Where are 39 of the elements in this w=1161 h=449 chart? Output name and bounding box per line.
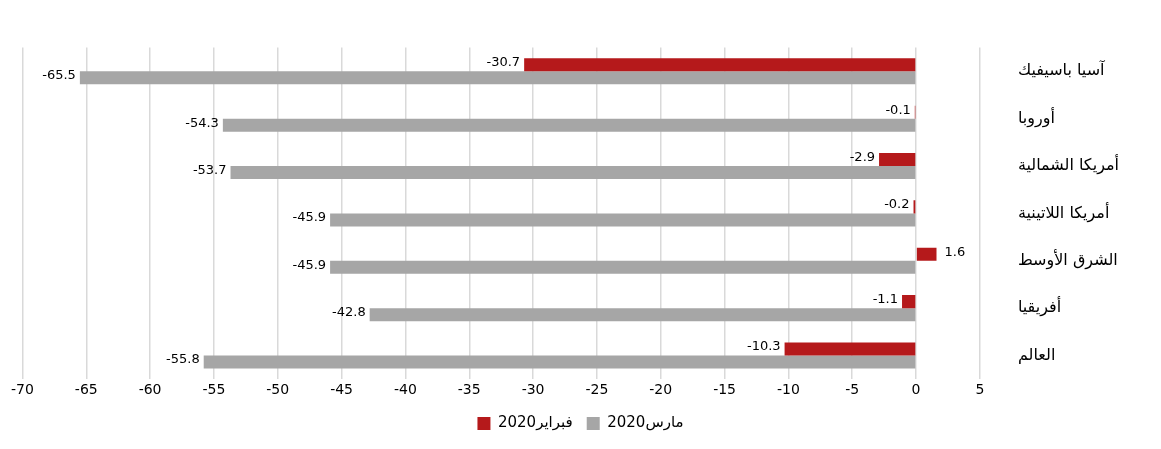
data-label: -45.9 <box>292 256 327 272</box>
x-tick-label: -65 <box>74 381 98 398</box>
x-tick-label: -10 <box>776 381 800 398</box>
data-label: -55.8 <box>166 351 200 367</box>
x-tick-label: -20 <box>649 381 673 398</box>
x-tick-label: -40 <box>393 381 417 398</box>
x-tick-label: 5 <box>975 381 985 398</box>
legend-label: فبراير2020 <box>497 413 573 432</box>
legend-label: مارس2020 <box>607 413 684 432</box>
x-tick-label: -70 <box>11 381 34 398</box>
data-label: 1.6 <box>944 243 966 259</box>
x-tick-label: -50 <box>266 381 290 398</box>
data-label: -0.2 <box>884 196 910 212</box>
x-tick-label: 0 <box>911 381 921 398</box>
data-label: -54.3 <box>185 114 219 130</box>
y-tick-label: أمريكا الشمالية <box>1017 154 1119 176</box>
x-tick-label: -15 <box>713 381 737 398</box>
y-tick-label: أمريكا اللاتينية <box>1017 201 1110 223</box>
x-tick-label: -60 <box>138 381 162 398</box>
data-label: -2.9 <box>849 148 876 164</box>
data-label: -30.7 <box>486 54 521 70</box>
x-tick-label: -55 <box>202 381 226 398</box>
data-label: -53.7 <box>192 161 227 177</box>
x-tick-label: -45 <box>330 381 354 398</box>
y-tick-label: الشرق الأوسط <box>1017 248 1118 270</box>
data-label: -65.5 <box>42 67 76 83</box>
data-label: -42.8 <box>332 304 366 320</box>
data-label: -10.3 <box>746 338 781 354</box>
data-label: -45.9 <box>292 209 327 225</box>
data-label: -1.1 <box>872 291 899 306</box>
x-tick-label: -30 <box>521 381 545 398</box>
y-tick-label: العالم <box>1017 344 1056 364</box>
x-tick-label: -35 <box>457 381 481 398</box>
data-label: -0.1 <box>885 101 911 117</box>
x-tick-label: -5 <box>845 381 860 398</box>
y-tick-label: أوروبا <box>1017 106 1055 128</box>
y-tick-label: أفريقيا <box>1017 296 1062 318</box>
y-tick-label: آسيا باسيفيك <box>1017 60 1107 80</box>
x-tick-label: -25 <box>585 381 609 398</box>
